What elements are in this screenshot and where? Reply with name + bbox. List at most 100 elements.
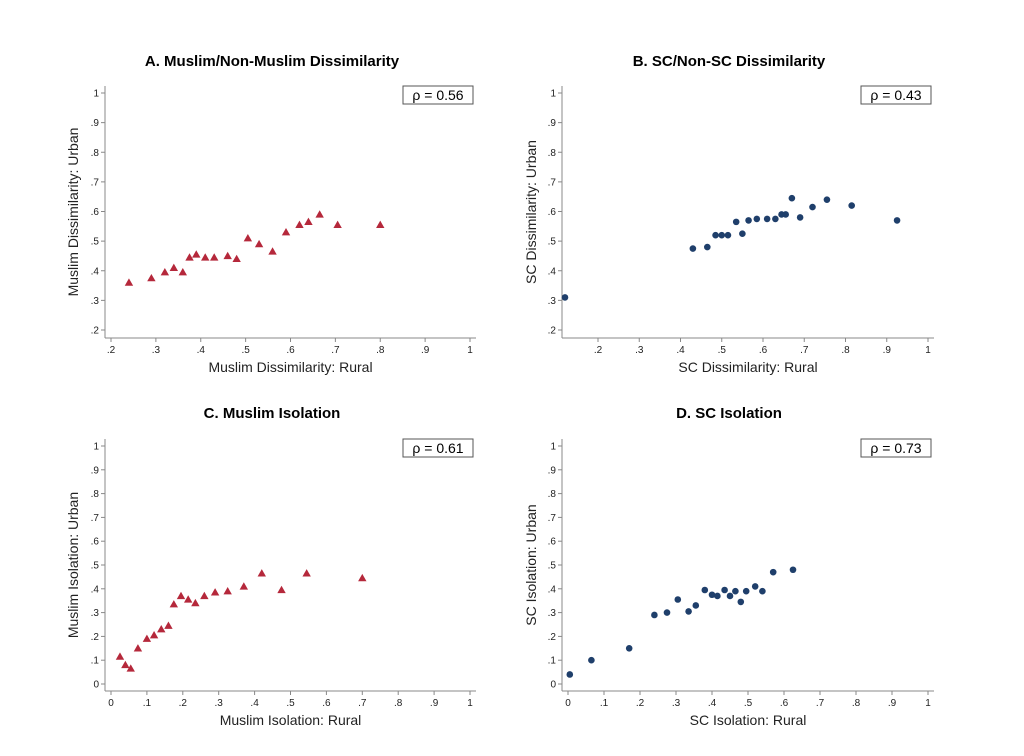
y-tick-label: .6 (91, 207, 100, 218)
y-tick-label: .2 (548, 632, 557, 643)
x-tick-label: 0 (565, 698, 571, 709)
data-point-circle (625, 645, 633, 652)
x-tick-label: .5 (718, 345, 727, 356)
data-point-triangle (157, 625, 166, 633)
y-axis-label: Muslim Isolation: Urban (65, 492, 81, 638)
data-point-triangle (191, 598, 200, 607)
data-point-triangle (302, 569, 311, 577)
y-tick-label: .1 (548, 656, 557, 667)
data-point-triangle (200, 591, 209, 600)
y-tick-label: .7 (548, 513, 557, 524)
x-tick-label: .6 (286, 345, 295, 356)
x-tick-label: .9 (421, 345, 430, 356)
y-tick-label: .8 (548, 148, 557, 159)
panel-c: C. Muslim Isolation 0 .1 .2 .3 .4 .5 .6 .7 .8 .9 1 0… (65, 405, 476, 728)
x-tick-label: .9 (888, 698, 897, 709)
data-point-circle (759, 587, 766, 595)
data-point-circle (651, 611, 658, 619)
data-point-circle (701, 586, 709, 594)
data-point-circle (663, 609, 671, 616)
data-point-circle (823, 196, 831, 203)
data-point-triangle (239, 582, 249, 590)
x-tick-label: .4 (250, 698, 259, 709)
data-point-triangle (210, 253, 219, 261)
correlation-box (402, 85, 474, 105)
data-point-circle (742, 587, 750, 595)
x-tick-label: .5 (241, 345, 250, 356)
panel-d: D. SC Isolation 0 .1 .2 .3 .4 .5 .6 .7 .8 .9 1 0 .1 .2… (523, 405, 934, 728)
x-tick-label: .9 (430, 698, 439, 709)
x-tick-label: .5 (744, 698, 753, 709)
data-point-circle (745, 217, 752, 224)
correlation-label: ρ = 0.61 (412, 440, 463, 456)
x-tick-label: .3 (635, 345, 644, 356)
data-point-triangle (147, 273, 156, 282)
data-point-triangle (160, 268, 170, 276)
data-point-triangle (192, 250, 201, 258)
y-tick-label: .8 (91, 489, 100, 500)
data-point-triangle (210, 588, 220, 596)
data-point-circle (848, 202, 855, 209)
y-tick-label: .5 (548, 561, 557, 572)
data-point-triangle (333, 220, 342, 228)
correlation-box (860, 85, 932, 105)
data-point-triangle (232, 254, 241, 263)
x-tick-label: .3 (672, 698, 681, 709)
x-tick-label: .7 (800, 345, 809, 356)
y-tick-label: .9 (91, 465, 100, 476)
y-tick-label: .3 (548, 296, 557, 307)
data-point-triangle (185, 253, 194, 261)
x-tick-label: .6 (759, 345, 768, 356)
y-tick-label: 1 (550, 442, 556, 453)
x-tick-label: 1 (925, 698, 931, 709)
data-point-triangle (281, 228, 291, 236)
panel-title: D. SC Isolation (676, 405, 782, 422)
x-tick-label: .8 (394, 698, 403, 709)
data-point-triangle (295, 220, 304, 228)
panel-b: B. SC/Non-SC Dissimilarity .2 .3 .4 .5 .6 .7 .8… (523, 53, 934, 375)
x-tick-label: 1 (467, 698, 473, 709)
data-point-triangle (268, 247, 277, 255)
x-tick-label: .6 (322, 698, 331, 709)
correlation-label: ρ = 0.43 (870, 87, 921, 103)
x-tick-label: .8 (852, 698, 861, 709)
y-tick-label: .7 (91, 513, 100, 524)
data-point-circle (689, 245, 697, 252)
x-axis-label: SC Isolation: Rural (690, 712, 807, 728)
y-tick-label: .3 (548, 608, 557, 619)
data-point-triangle (257, 569, 266, 577)
data-point-triangle (142, 634, 152, 642)
data-point-circle (718, 231, 726, 239)
data-point-circle (796, 214, 804, 221)
data-point-circle (788, 194, 796, 202)
x-tick-label: .5 (286, 698, 295, 709)
x-tick-label: .7 (331, 345, 340, 356)
data-point-circle (732, 587, 739, 595)
data-point-triangle (358, 573, 367, 582)
x-tick-label: .2 (594, 345, 603, 356)
data-point-circle (708, 591, 716, 599)
y-tick-label: .4 (91, 584, 100, 595)
x-tick-label: 1 (925, 345, 931, 356)
x-tick-label: .8 (841, 345, 850, 356)
data-point-circle (769, 568, 777, 576)
y-axis-label: Muslim Dissimilarity: Urban (65, 128, 81, 297)
y-tick-label: .5 (91, 561, 100, 572)
data-point-triangle (124, 278, 134, 286)
data-point-triangle (376, 220, 385, 228)
x-tick-label: .6 (780, 698, 789, 709)
x-tick-label: .1 (600, 698, 609, 709)
data-point-circle (714, 592, 721, 600)
x-tick-label: .4 (708, 698, 717, 709)
data-point-circle (692, 602, 700, 609)
x-axis-label: Muslim Dissimilarity: Rural (208, 359, 372, 375)
y-tick-label: .5 (91, 237, 100, 248)
y-tick-label: .2 (548, 326, 557, 337)
data-point-triangle (115, 652, 125, 660)
y-tick-label: .2 (91, 632, 100, 643)
data-point-circle (566, 671, 574, 678)
correlation-box (402, 438, 474, 458)
panel-title: C. Muslim Isolation (204, 405, 341, 422)
x-tick-label: .3 (152, 345, 161, 356)
